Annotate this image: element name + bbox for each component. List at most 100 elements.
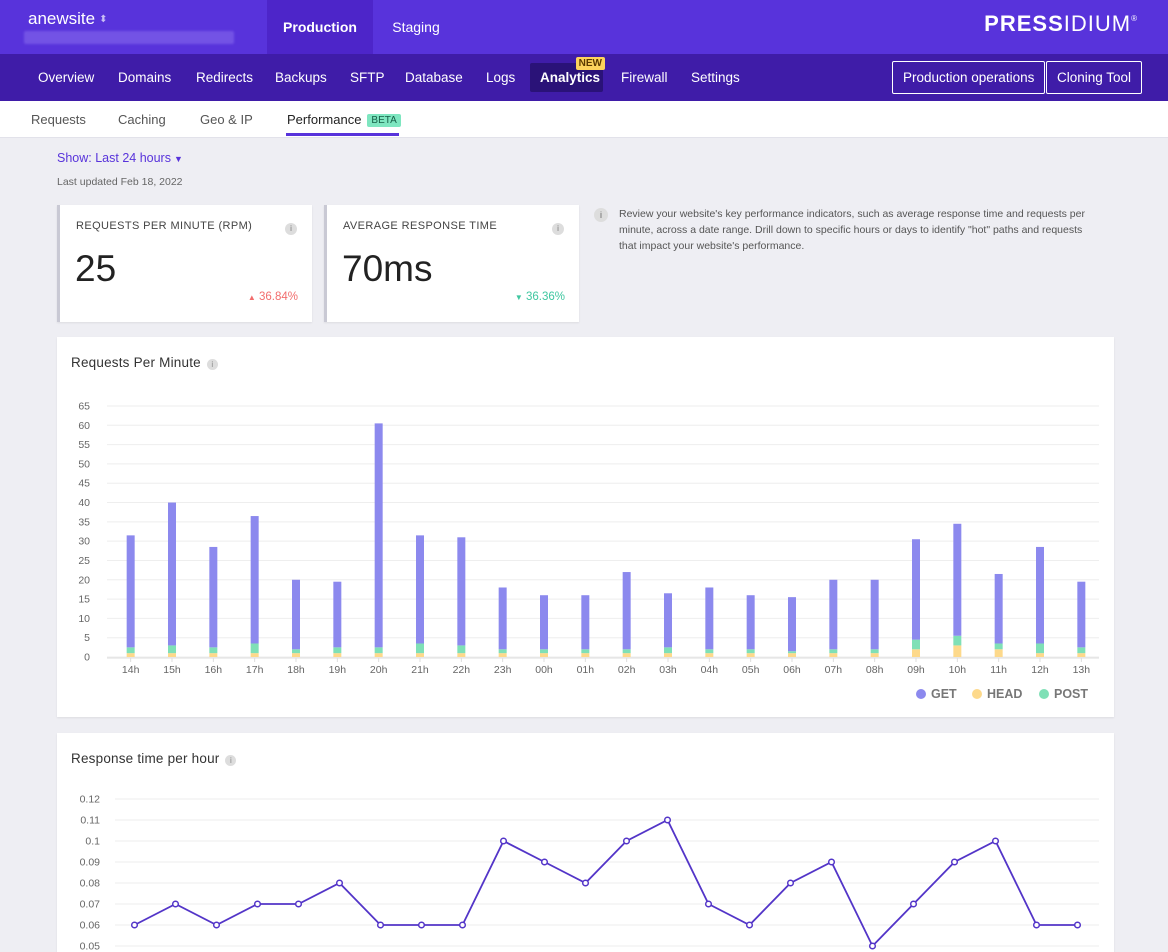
y-tick-label: 0.07 [80, 899, 101, 911]
info-icon[interactable]: i [552, 223, 564, 235]
kpi-card-response-time: AVERAGE RESPONSE TIME i 70ms ▼ 36.36% [324, 205, 579, 322]
production-operations-button[interactable]: Production operations [892, 61, 1046, 94]
legend-item-post[interactable]: POST [1039, 687, 1088, 701]
rpm-bar-chart: 0 5 10 15 20 25 30 35 40 45 50 55 60 65 14h 15h 16h 17h 18… [78, 401, 1099, 676]
env-tab-staging[interactable]: Staging [392, 19, 440, 35]
bar-get [994, 573, 1003, 644]
nav-item-database[interactable]: Database [405, 70, 463, 85]
bar-post [416, 643, 424, 654]
date-range-label: Show: Last 24 hours [57, 151, 171, 165]
bar-head [292, 653, 300, 657]
bar-head [540, 653, 548, 657]
bar-get [333, 581, 342, 648]
main-nav: Overview Domains Redirects Backups SFTP … [0, 54, 1168, 101]
nav-item-analytics[interactable]: Analytics NEW [530, 57, 605, 92]
nav-item-sftp[interactable]: SFTP [350, 70, 385, 85]
bar-get [1077, 581, 1086, 648]
bar-head [829, 653, 838, 657]
info-icon[interactable]: i [285, 223, 297, 235]
y-tick-label: 0.06 [80, 920, 101, 932]
nav-item-domains[interactable]: Domains [118, 70, 172, 85]
bar-post [1077, 647, 1086, 654]
site-name: anewsite [28, 9, 96, 28]
x-tick-label: 16h [205, 664, 223, 676]
bar-post [457, 645, 466, 654]
nav-item-analytics-label: Analytics [540, 70, 601, 85]
bar-post [333, 647, 342, 654]
nav-item-backups[interactable]: Backups [275, 70, 327, 85]
bar-get [457, 537, 466, 646]
y-tick-label: 5 [84, 632, 90, 644]
bar-head [126, 653, 135, 657]
bar-head [870, 653, 879, 657]
bar-head [994, 649, 1003, 657]
site-url-redacted [24, 31, 234, 44]
bar-head [416, 653, 424, 657]
legend-item-head[interactable]: HEAD [972, 687, 1022, 701]
y-tick-label: 0.08 [80, 878, 101, 890]
subnav-geo-ip[interactable]: Geo & IP [200, 112, 253, 127]
caret-down-icon: ▼ [173, 154, 183, 164]
subnav-caching[interactable]: Caching [118, 112, 166, 127]
subnav-requests[interactable]: Requests [31, 112, 86, 127]
response-time-chart-card: Response time per hour i 0.05 0.06 0.07 0.08… [57, 733, 1114, 952]
x-tick-label: 17h [246, 664, 264, 676]
x-tick-label: 00h [535, 664, 553, 676]
bar-head [374, 653, 383, 657]
y-tick-label: 15 [78, 594, 90, 606]
bar-post [540, 649, 548, 654]
info-icon[interactable]: i [225, 755, 237, 766]
nav-item-settings[interactable]: Settings [691, 70, 740, 85]
x-tick-label: 14h [122, 664, 140, 676]
x-tick-label: 02h [618, 664, 636, 676]
kpi-title: AVERAGE RESPONSE TIME [343, 220, 498, 232]
response-time-line [134, 818, 1078, 948]
arrow-up-icon: ▲ [247, 293, 256, 302]
line-point [335, 879, 344, 887]
bar-head [912, 649, 920, 657]
kpi-title: REQUESTS PER MINUTE (RPM) [76, 220, 253, 232]
bar-post [209, 647, 218, 654]
kpi-change-value: 36.84% [258, 291, 298, 303]
kpi-card-rpm: REQUESTS PER MINUTE (RPM) i 25 ▲ 36.84% [57, 205, 312, 322]
bar-head [953, 645, 962, 657]
x-tick-label: 20h [370, 664, 388, 676]
x-tick-label: 11h [990, 664, 1007, 676]
nav-item-firewall[interactable]: Firewall [621, 70, 668, 85]
bar-post [581, 649, 590, 654]
y-tick-label: 0.05 [80, 941, 101, 952]
bar-post [126, 647, 135, 654]
line-point [786, 879, 795, 887]
bar-post [705, 649, 714, 654]
legend-item-get[interactable]: GET [916, 687, 957, 701]
x-tick-label: 09h [907, 664, 925, 676]
line-point [827, 858, 836, 866]
bar-get [168, 502, 176, 646]
x-tick-label: 07h [825, 664, 843, 676]
nav-item-logs[interactable]: Logs [486, 70, 516, 85]
site-selector[interactable]: anewsite ⬍ [28, 9, 108, 29]
line-point [376, 921, 385, 929]
x-tick-label: 10h [949, 664, 967, 676]
cloning-tool-button[interactable]: Cloning Tool [1046, 61, 1143, 94]
line-point [950, 858, 959, 866]
date-range-dropdown[interactable]: Show: Last 24 hours ▼ [57, 151, 183, 165]
nav-item-redirects[interactable]: Redirects [196, 70, 254, 85]
bar-get [374, 423, 383, 648]
arrow-down-icon: ▼ [514, 293, 523, 302]
bar-get [788, 597, 796, 652]
brand-bold: PRESS [984, 11, 1064, 36]
line-point [704, 900, 713, 908]
info-icon[interactable]: i [206, 359, 218, 370]
bar-post [870, 649, 879, 654]
line-point [1073, 921, 1082, 929]
y-tick-label: 0.1 [85, 836, 100, 848]
subnav-performance[interactable]: Performance BETA [287, 112, 401, 127]
env-tab-production[interactable]: Production [267, 0, 373, 54]
brand-logo: PRESSIDIUM® [984, 11, 1138, 37]
bar-head [457, 653, 466, 657]
chart-title-text: Requests Per Minute [71, 355, 201, 370]
bar-head [581, 653, 590, 657]
bar-post [168, 645, 176, 654]
nav-item-overview[interactable]: Overview [38, 70, 95, 85]
